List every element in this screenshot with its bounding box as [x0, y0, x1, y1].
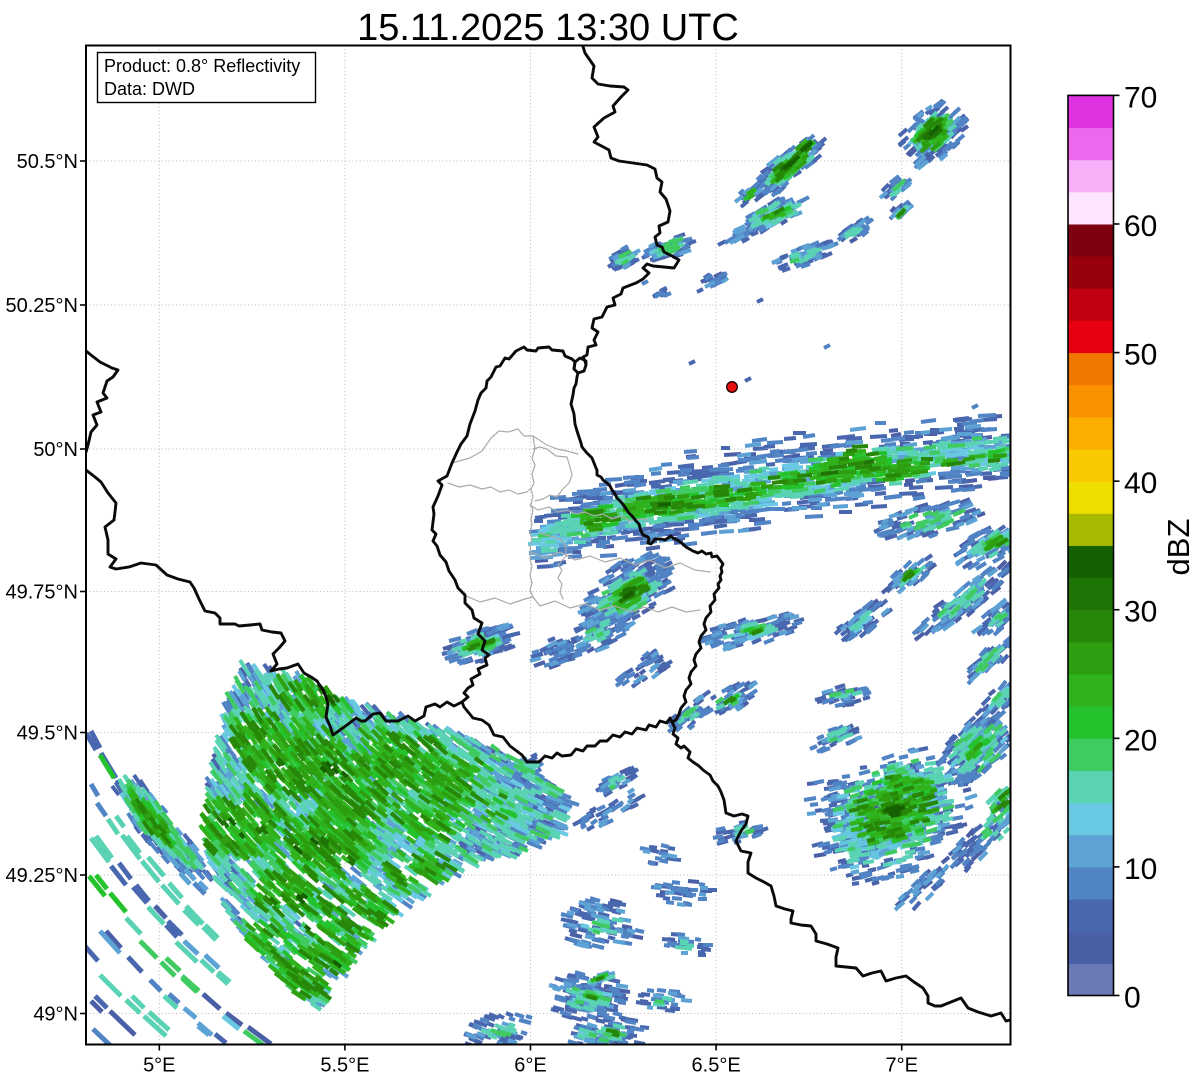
svg-text:15.11.2025 13:30 UTC: 15.11.2025 13:30 UTC — [357, 7, 739, 49]
svg-text:6.5°E: 6.5°E — [692, 1055, 741, 1077]
svg-text:50°N: 50°N — [33, 439, 78, 461]
svg-text:Data: DWD: Data: DWD — [104, 79, 195, 99]
svg-text:6°E: 6°E — [514, 1055, 546, 1077]
svg-text:60: 60 — [1124, 210, 1157, 243]
svg-text:50.25°N: 50.25°N — [6, 295, 79, 317]
svg-text:Product: 0.8° Reflectivity: Product: 0.8° Reflectivity — [104, 56, 300, 76]
svg-text:40: 40 — [1124, 467, 1157, 500]
svg-text:70: 70 — [1124, 81, 1157, 114]
svg-text:30: 30 — [1124, 596, 1157, 629]
svg-text:dBZ: dBZ — [1161, 519, 1196, 576]
svg-text:50.5°N: 50.5°N — [17, 151, 78, 173]
svg-text:49.25°N: 49.25°N — [6, 865, 79, 887]
svg-text:5.5°E: 5.5°E — [320, 1055, 369, 1077]
svg-text:50: 50 — [1124, 339, 1157, 372]
svg-text:5°E: 5°E — [143, 1055, 175, 1077]
svg-text:7°E: 7°E — [885, 1055, 917, 1077]
svg-text:49.5°N: 49.5°N — [17, 723, 78, 745]
svg-text:49.75°N: 49.75°N — [6, 582, 79, 604]
svg-text:49°N: 49°N — [33, 1004, 78, 1026]
svg-text:20: 20 — [1124, 724, 1157, 757]
svg-text:10: 10 — [1124, 853, 1157, 886]
svg-text:0: 0 — [1124, 982, 1141, 1015]
